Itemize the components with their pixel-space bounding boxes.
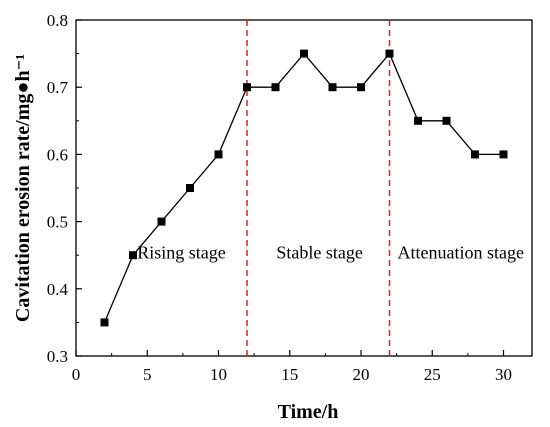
y-tick-label-4: 0.7 bbox=[47, 78, 69, 97]
data-point bbox=[186, 184, 194, 192]
y-tick-label-5: 0.8 bbox=[47, 11, 68, 30]
y-axis-title: Cavitation erosion rate/mg●h⁻¹ bbox=[12, 54, 34, 322]
x-tick-label-15: 15 bbox=[281, 365, 298, 384]
stage-label-1: Rising stage bbox=[137, 243, 226, 263]
data-point bbox=[328, 83, 337, 92]
data-point bbox=[442, 116, 451, 125]
data-point bbox=[414, 116, 422, 125]
x-tick-label-10: 10 bbox=[210, 365, 227, 384]
x-tick-label-5: 5 bbox=[143, 365, 152, 384]
x-axis-title: Time/h bbox=[278, 401, 339, 423]
x-tick-label-30: 30 bbox=[495, 365, 512, 384]
stage-label-3: Attenuation stage bbox=[398, 243, 524, 263]
x-tick-label-25: 25 bbox=[424, 365, 441, 384]
data-point bbox=[129, 251, 137, 260]
data-point bbox=[214, 150, 223, 159]
series-line bbox=[103, 52, 504, 323]
data-point bbox=[300, 49, 308, 58]
data-point bbox=[157, 217, 166, 226]
y-tick-label-1: 0.4 bbox=[47, 280, 69, 299]
y-tick-label-3: 0.6 bbox=[47, 145, 68, 164]
stage-label-2: Stable stage bbox=[276, 243, 362, 263]
data-point bbox=[385, 49, 394, 58]
plot-frame bbox=[75, 19, 533, 357]
data-point bbox=[499, 150, 508, 159]
data-point bbox=[357, 83, 365, 92]
data-point bbox=[471, 150, 479, 159]
plot-marks: 0 5 10 15 20 25 30 0.3 0.4 0.5 0.6 0.7 0.8 Rising sta… bbox=[47, 11, 533, 384]
x-tick-label-20: 20 bbox=[353, 365, 370, 384]
data-point bbox=[100, 318, 109, 327]
y-tick-label-2: 0.5 bbox=[47, 213, 68, 232]
x-tick-label-0: 0 bbox=[72, 365, 81, 384]
data-point bbox=[271, 83, 280, 92]
data-point bbox=[243, 83, 251, 92]
y-tick-label-0: 0.3 bbox=[47, 347, 68, 366]
